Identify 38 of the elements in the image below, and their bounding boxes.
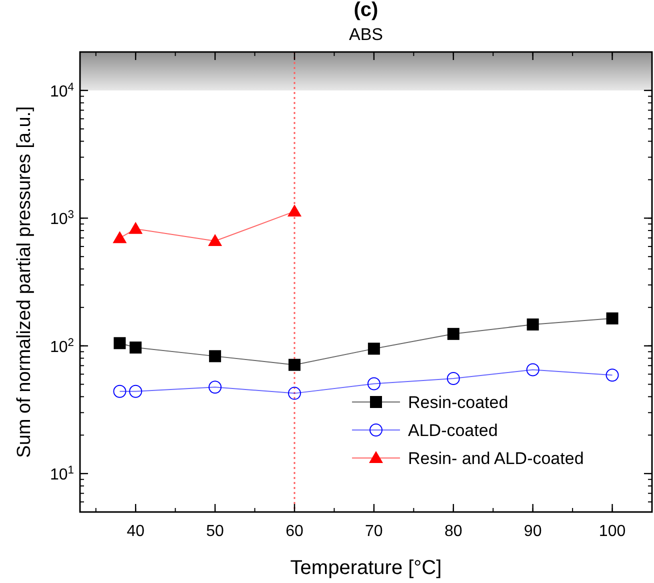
y-tick-label: 10$^{4}$ xyxy=(50,81,74,100)
y-tick-label: 10$^{3}$ xyxy=(50,209,74,228)
x-tick-label: 80 xyxy=(444,523,462,540)
chart-subtitle: ABS xyxy=(348,25,384,44)
point xyxy=(288,204,302,216)
legend-label: ALD-coated xyxy=(408,421,498,440)
point xyxy=(130,342,142,354)
x-tick-label: 90 xyxy=(524,523,542,540)
y-axis-title: Sum of normalized partial pressures [a.u.] xyxy=(14,106,35,458)
y-tick-label: 10$^{1}$ xyxy=(50,464,74,484)
point xyxy=(129,384,142,398)
x-tick-label: 70 xyxy=(365,523,383,540)
point xyxy=(112,231,127,244)
point xyxy=(606,368,619,382)
point xyxy=(288,386,301,400)
point xyxy=(209,350,222,362)
x-tick-label: 40 xyxy=(126,523,145,540)
x-axis-title: Temperature [°C] xyxy=(290,557,442,579)
point xyxy=(208,234,222,246)
x-tick-label: 50 xyxy=(206,523,224,540)
point xyxy=(447,328,460,340)
point xyxy=(208,380,222,394)
point xyxy=(606,312,618,324)
point xyxy=(113,384,126,398)
point xyxy=(368,342,380,355)
chart-title: (c) xyxy=(354,0,378,21)
point xyxy=(446,372,460,386)
legend-label: Resin-coated xyxy=(408,393,508,412)
legend-label: Resin- and ALD-coated xyxy=(408,449,584,468)
point xyxy=(367,377,380,390)
point xyxy=(128,222,143,234)
point xyxy=(526,318,539,330)
point xyxy=(114,337,126,350)
point xyxy=(288,358,300,371)
y-tick-label: 10$^{2}$ xyxy=(50,336,74,356)
x-tick-label: 60 xyxy=(286,523,304,540)
x-tick-label: 100 xyxy=(598,523,626,540)
point xyxy=(526,363,540,376)
